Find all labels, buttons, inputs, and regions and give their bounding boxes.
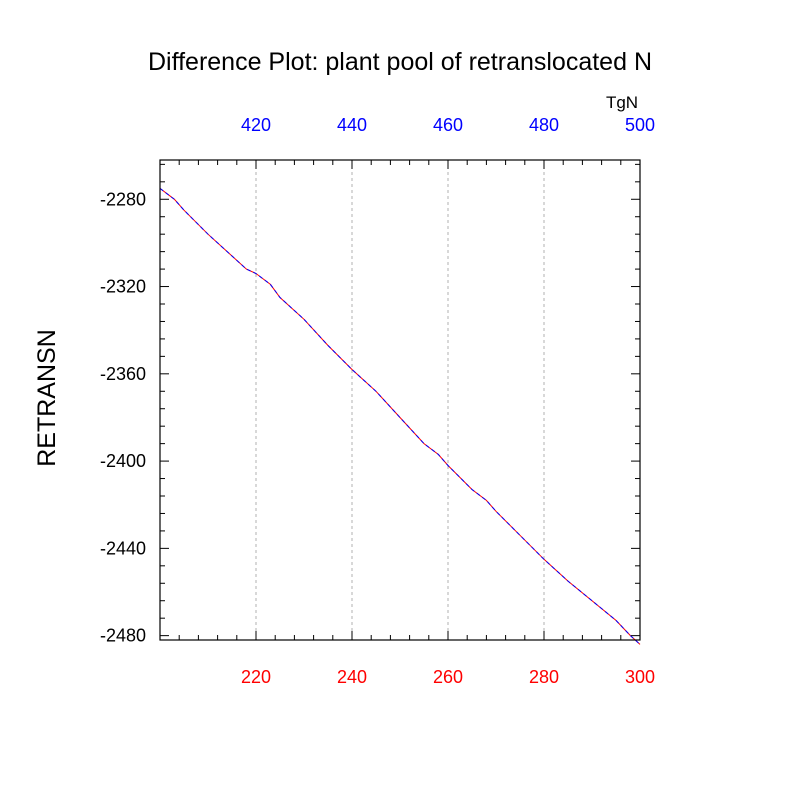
top-tick-label-4: 500 (625, 115, 655, 135)
top-tick-label-3: 480 (529, 115, 559, 135)
ticks-layer (160, 160, 640, 640)
x-tick-label-1: 240 (337, 667, 367, 687)
y-tick-label-0: -2480 (100, 626, 146, 646)
tick-labels-layer: 220 240 260 280 300 420 440 460 480 500 -2480 -2440… (100, 115, 655, 687)
x-tick-label-3: 280 (529, 667, 559, 687)
y-tick-label-2: -2400 (100, 451, 146, 471)
y-tick-label-3: -2360 (100, 364, 146, 384)
top-tick-label-2: 460 (433, 115, 463, 135)
x-tick-label-4: 300 (625, 667, 655, 687)
series-line-0 (159, 188, 641, 645)
y-tick-label-1: -2440 (100, 538, 146, 558)
top-axis-unit-label: TgN (606, 93, 638, 112)
y-tick-label-5: -2280 (100, 189, 146, 209)
grid-layer (255, 160, 545, 640)
y-tick-label-4: -2320 (100, 277, 146, 297)
chart-title: Difference Plot: plant pool of retranslo… (148, 48, 652, 76)
x-tick-label-0: 220 (241, 667, 271, 687)
y-axis-label: RETRANSN (33, 329, 61, 467)
top-tick-label-0: 420 (241, 115, 271, 135)
top-tick-label-1: 440 (337, 115, 367, 135)
x-tick-label-2: 260 (433, 667, 463, 687)
series-line-1 (159, 188, 641, 645)
plot-frame (159, 159, 641, 641)
lines-layer (159, 188, 641, 645)
plot-frame-layer (159, 159, 641, 641)
